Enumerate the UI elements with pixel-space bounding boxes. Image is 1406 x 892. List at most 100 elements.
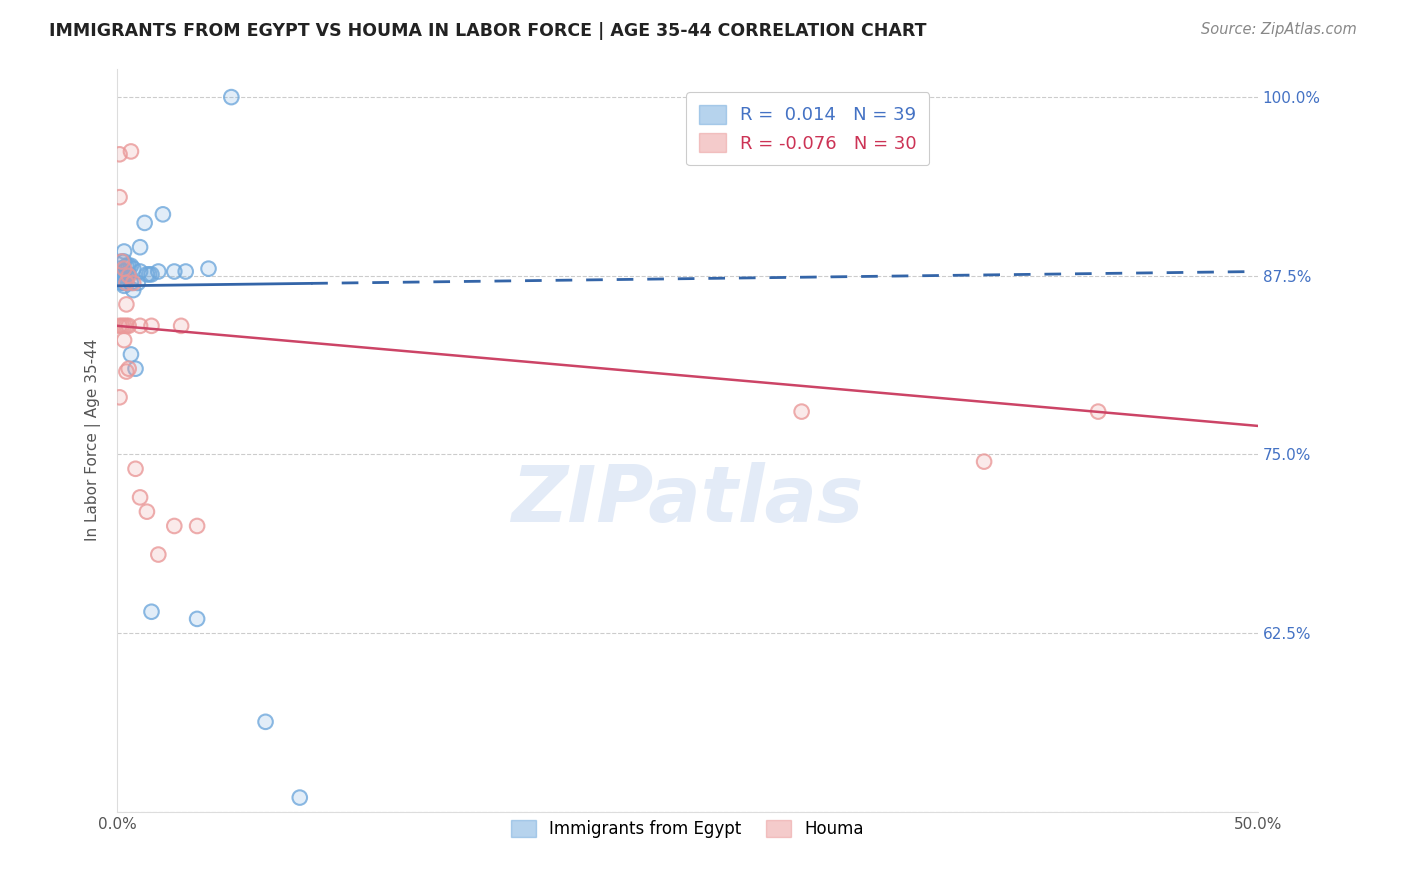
Point [120,145,142,159]
Point [112,278,135,293]
Point [120,276,142,290]
Point [221,90,243,104]
Point [135,505,157,519]
Point [973,455,995,469]
Point [170,318,193,333]
Point [108,390,131,404]
Point [127,276,149,290]
Point [118,318,141,333]
Point [115,297,138,311]
Point [112,254,135,268]
Point [118,259,141,273]
Point [115,276,138,290]
Point [115,259,138,273]
Point [135,268,157,282]
Point [148,548,170,562]
Point [141,605,163,619]
Point [111,276,134,290]
Point [120,259,142,273]
Point [1087,404,1109,418]
Point [111,254,134,268]
Point [148,264,170,278]
Point [138,268,160,282]
Point [111,268,134,283]
Point [112,261,135,276]
Point [122,261,145,276]
Point [152,207,174,221]
Point [129,491,152,505]
Point [134,216,156,230]
Point [129,240,152,254]
Point [135,268,157,282]
Point [111,254,134,268]
Point [129,240,152,254]
Point [124,361,146,376]
Point [112,333,135,347]
Point [124,462,146,476]
Point [122,283,145,297]
Point [152,207,174,221]
Point [122,276,145,290]
Legend: Immigrants from Egypt, Houma: Immigrants from Egypt, Houma [505,813,870,845]
Point [108,190,131,204]
Point [112,268,135,283]
Point [118,259,141,273]
Point [112,318,135,333]
Point [118,268,141,282]
Point [288,790,311,805]
Point [197,261,219,276]
Point [108,147,131,161]
Point [790,404,813,418]
Point [170,318,193,333]
Point [111,318,134,333]
Point [135,505,157,519]
Point [129,264,152,278]
Point [108,268,131,283]
Point [122,261,145,276]
Point [111,276,134,290]
Point [112,261,135,276]
Point [124,462,146,476]
Point [108,268,131,283]
Point [174,264,197,278]
Point [120,347,142,361]
Point [122,276,145,290]
Point [111,254,134,268]
Point [120,276,142,290]
Point [112,318,135,333]
Point [141,268,163,282]
Point [148,264,170,278]
Point [115,276,138,290]
Point [118,268,141,283]
Point [138,268,160,282]
Point [112,276,135,290]
Point [120,347,142,361]
Point [221,90,243,104]
Y-axis label: In Labor Force | Age 35-44: In Labor Force | Age 35-44 [86,339,101,541]
Point [127,276,149,290]
Point [108,190,131,204]
Point [163,519,186,533]
Point [129,318,152,333]
Point [112,264,135,278]
Point [174,264,197,278]
Point [186,519,208,533]
Point [141,318,163,333]
Point [120,145,142,159]
Point [115,259,138,273]
Point [118,268,141,282]
Point [111,268,134,283]
Text: Source: ZipAtlas.com: Source: ZipAtlas.com [1201,22,1357,37]
Point [112,278,135,293]
Point [115,365,138,379]
Point [197,261,219,276]
Point [973,455,995,469]
Point [186,612,208,626]
Point [141,318,163,333]
Point [115,318,138,333]
Point [186,519,208,533]
Text: ZIPatlas: ZIPatlas [512,462,863,538]
Point [111,254,134,268]
Point [120,259,142,273]
Point [254,714,277,729]
